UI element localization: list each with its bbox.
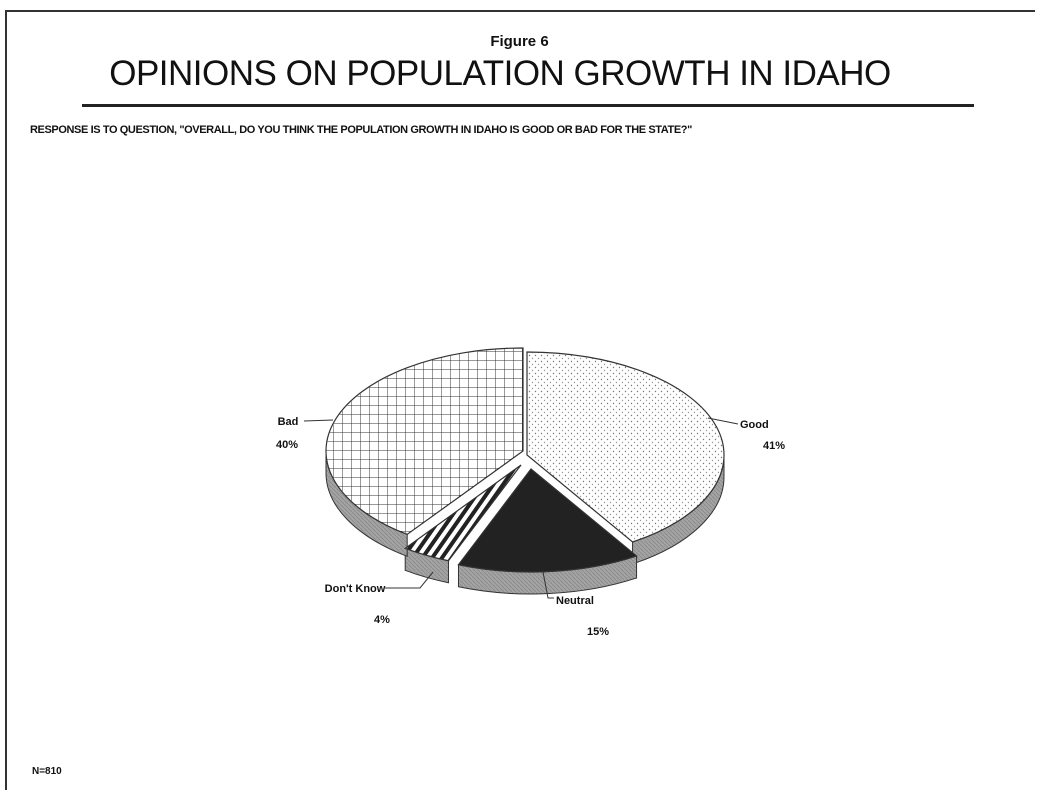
pie-slice-neutral	[457, 468, 638, 573]
slice-value-bad: 40%	[276, 439, 298, 451]
slice-value-good: 41%	[763, 440, 785, 452]
slice-value-don-t-know: 4%	[374, 614, 390, 626]
leader-line-good	[707, 417, 739, 425]
pie-slice-don-t-know	[403, 464, 522, 562]
title-rule	[82, 104, 974, 107]
pie-slice-bad	[325, 347, 524, 536]
pie-tops	[325, 347, 725, 573]
figure-frame	[5, 10, 1035, 790]
sample-size-note: N=810	[32, 766, 62, 777]
leader-line-don-t-know	[385, 571, 434, 589]
leader-line-neutral	[542, 571, 554, 599]
slice-label-neutral: Neutral	[556, 595, 594, 607]
slice-label-don-t-know: Don't Know	[325, 583, 386, 595]
slice-value-neutral: 15%	[587, 626, 609, 638]
leader-line-bad	[303, 419, 334, 422]
slice-label-bad: Bad	[278, 416, 299, 428]
pie-labels: Good 41% Neutral 15% Don't Know 4% Bad 40%	[276, 416, 785, 638]
slice-label-good: Good	[740, 419, 769, 431]
figure-label: Figure 6	[490, 33, 549, 50]
pie-leaders	[303, 417, 739, 599]
chart-title: OPINIONS ON POPULATION GROWTH IN IDAHO	[109, 54, 891, 93]
question-text: RESPONSE IS TO QUESTION, "OVERALL, DO YO…	[30, 124, 692, 136]
pie-slice-good	[526, 351, 725, 543]
